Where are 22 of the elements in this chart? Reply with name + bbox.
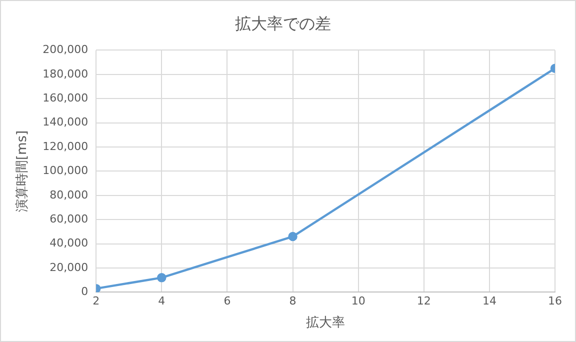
y-tick-label: 120,000: [42, 140, 88, 153]
y-tick-label: 20,000: [50, 260, 88, 274]
x-tick-label: 12: [416, 294, 431, 308]
y-tick-label: 40,000: [50, 236, 88, 250]
y-tick-label: 200,000: [42, 43, 88, 56]
x-tick-label: 2: [92, 294, 100, 308]
y-tick-label: 0: [81, 285, 88, 298]
y-tick-label: 140,000: [42, 116, 88, 129]
chart-title: 拡大率での差: [235, 14, 331, 33]
x-axis-title: 拡大率: [306, 314, 346, 331]
x-tick-label: 10: [351, 294, 366, 308]
y-tick-label: 60,000: [50, 212, 88, 226]
y-tick-label: 180,000: [42, 67, 88, 80]
x-tick-label: 16: [548, 294, 562, 308]
x-tick-label: 6: [224, 294, 231, 308]
y-tick-label: 160,000: [42, 91, 88, 104]
y-axis-title: 演算時間[ms]: [15, 130, 30, 212]
y-tick-label: 80,000: [50, 188, 88, 202]
x-tick-label: 4: [158, 294, 166, 308]
x-tick-label: 14: [482, 294, 496, 308]
x-tick-label: 8: [289, 294, 296, 308]
y-tick-label: 100,000: [42, 164, 88, 178]
